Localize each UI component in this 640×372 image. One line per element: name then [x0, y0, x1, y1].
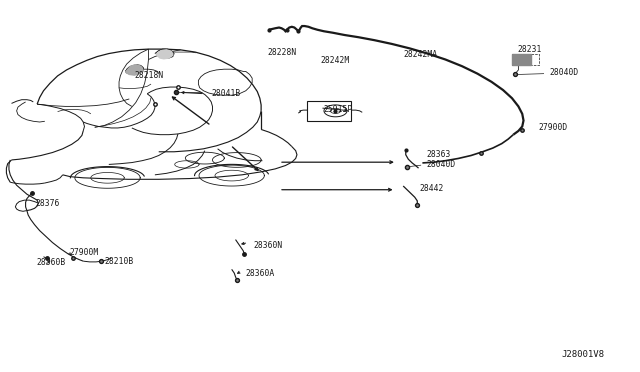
Text: 28040D: 28040D: [549, 68, 579, 77]
Bar: [307, 101, 351, 121]
Text: 28041B: 28041B: [211, 89, 241, 98]
Text: 28360A: 28360A: [245, 269, 275, 278]
Text: 28040D: 28040D: [426, 160, 456, 169]
Text: 27900M: 27900M: [69, 248, 99, 257]
Text: 28360B: 28360B: [36, 258, 66, 267]
Polygon shape: [512, 54, 531, 65]
Text: 28242MA: 28242MA: [403, 50, 437, 59]
Text: 27900D: 27900D: [539, 124, 568, 132]
Polygon shape: [156, 50, 173, 59]
Text: 28363: 28363: [426, 150, 451, 158]
Polygon shape: [125, 65, 143, 75]
Text: 28231: 28231: [517, 45, 541, 54]
Text: 28360N: 28360N: [253, 241, 283, 250]
Text: 28218N: 28218N: [134, 71, 164, 80]
Text: 28210B: 28210B: [104, 257, 134, 266]
Text: 25915P: 25915P: [323, 105, 353, 114]
Text: J28001V8: J28001V8: [562, 350, 605, 359]
Text: 28376: 28376: [35, 199, 60, 208]
Text: 28228N: 28228N: [268, 48, 297, 57]
Text: 28242M: 28242M: [320, 56, 349, 65]
Text: 28442: 28442: [419, 185, 444, 193]
